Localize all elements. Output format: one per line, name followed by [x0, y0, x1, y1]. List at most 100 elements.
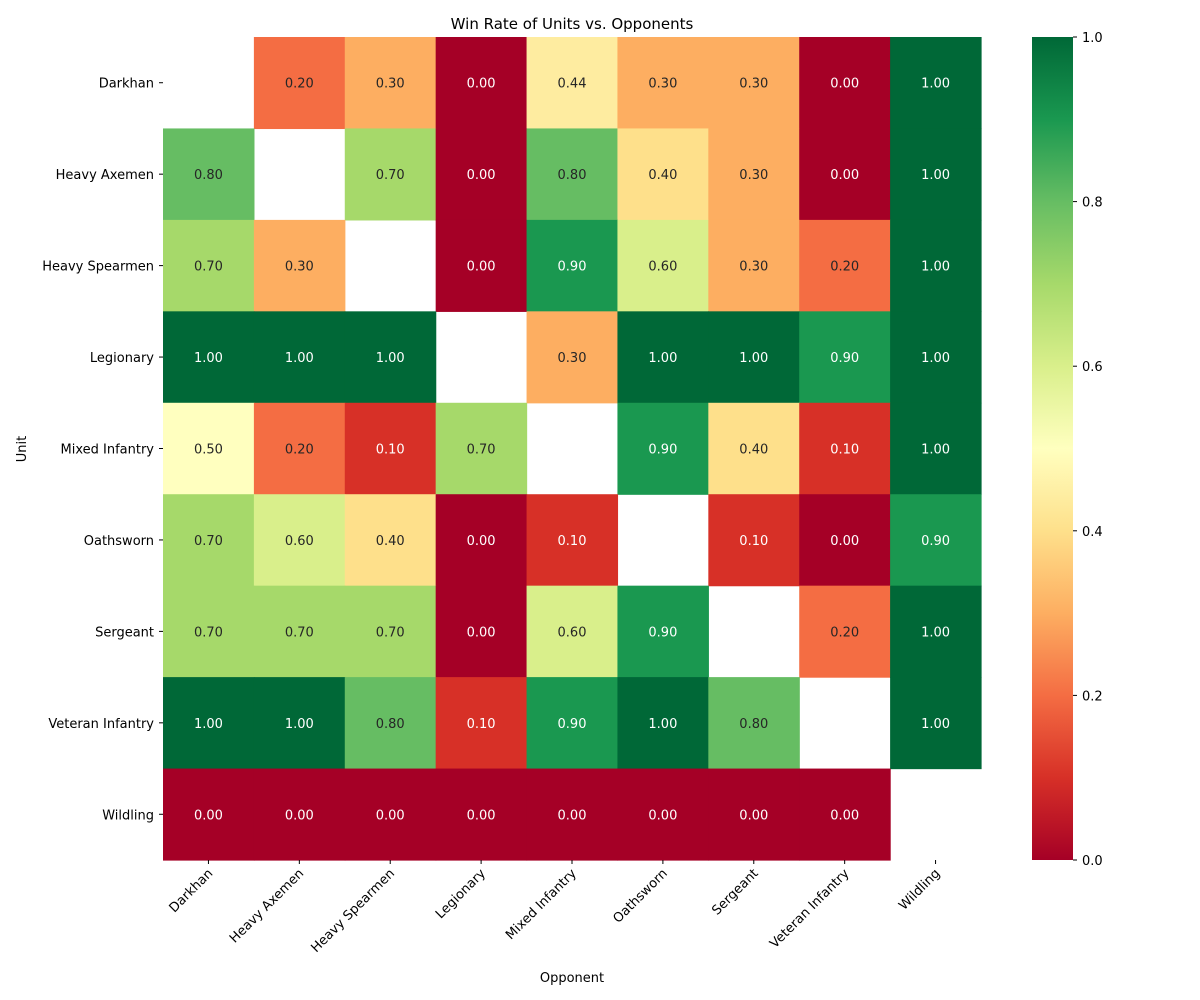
cell-annotation: 0.20 [285, 77, 314, 92]
cell-annotation: 1.00 [285, 717, 314, 732]
heatmap-cell [344, 677, 437, 770]
heatmap-cell [435, 402, 528, 495]
colorbar-tick-label: 0.0 [1082, 854, 1103, 869]
heatmap-cell [799, 494, 891, 587]
cell-annotation: 0.10 [467, 717, 496, 732]
cell-annotation: 0.80 [739, 717, 768, 732]
heatmap-cell [708, 219, 800, 312]
cell-annotation: 0.60 [648, 260, 677, 275]
heatmap-cell [253, 219, 346, 312]
cell-annotation: 0.90 [921, 534, 950, 549]
cell-annotation: 0.20 [830, 625, 859, 640]
cell-annotation: 1.00 [739, 351, 768, 366]
x-tick-label: Heavy Spearmen [308, 866, 398, 956]
x-tick-label: Heavy Axemen [227, 866, 307, 946]
heatmap-cell [890, 585, 982, 678]
heatmap-cell [799, 219, 891, 312]
heatmap-cell [799, 128, 891, 221]
cell-annotation: 1.00 [648, 351, 677, 366]
y-tick-label: Heavy Spearmen [42, 260, 154, 275]
cell-annotation: 0.70 [376, 625, 405, 640]
cell-annotation: 0.90 [648, 625, 677, 640]
y-tick-label: Sergeant [95, 625, 154, 640]
y-tick-label: Veteran Infantry [48, 717, 154, 732]
heatmap-cell [526, 768, 619, 861]
heatmap-cell [617, 311, 709, 404]
heatmap-cell [435, 585, 528, 678]
cell-annotation: 1.00 [921, 351, 950, 366]
heatmap-cell [253, 402, 346, 495]
colorbar-gradient [1032, 37, 1073, 860]
heatmap-cell [163, 219, 255, 312]
heatmap-cell [253, 677, 346, 770]
cell-annotation: 1.00 [921, 625, 950, 640]
heatmap-cells [163, 37, 982, 861]
cell-annotation: 0.40 [648, 168, 677, 183]
heatmap-cell [344, 402, 437, 495]
x-axis-label: Opponent [540, 971, 604, 986]
heatmap-cell [163, 128, 255, 221]
heatmap-cell [526, 585, 619, 678]
cell-annotation: 1.00 [921, 77, 950, 92]
heatmap-cell [617, 37, 709, 130]
cell-annotation: 0.80 [194, 168, 223, 183]
colorbar: 0.0 0.2 0.4 0.6 0.8 1.0 [1032, 31, 1103, 869]
cell-annotation: 0.00 [467, 625, 496, 640]
heatmap-cell [253, 768, 346, 861]
cell-annotation: 0.70 [194, 260, 223, 275]
cell-annotation: 0.30 [648, 77, 677, 92]
heatmap-cell [708, 311, 800, 404]
x-tick-label: Wildling [896, 866, 943, 913]
cell-annotation: 0.00 [467, 808, 496, 823]
heatmap-cell [344, 585, 437, 678]
cell-annotation: 0.10 [739, 534, 768, 549]
cell-annotation: 1.00 [194, 717, 223, 732]
heatmap-cell [344, 128, 437, 221]
heatmap-cell [163, 585, 255, 678]
cell-annotation: 0.30 [285, 260, 314, 275]
cell-annotation: 0.30 [739, 260, 768, 275]
cell-annotation: 0.90 [830, 351, 859, 366]
heatmap-cell [890, 677, 982, 770]
colorbar-tick-label: 0.4 [1082, 525, 1103, 540]
cell-annotation: 0.00 [830, 808, 859, 823]
cell-annotation: 0.00 [558, 808, 587, 823]
heatmap-cell [435, 768, 528, 861]
heatmap-cell [890, 494, 982, 587]
cell-annotation: 0.00 [467, 77, 496, 92]
heatmap-cell [344, 494, 437, 587]
y-tick-label: Mixed Infantry [61, 443, 155, 458]
cell-annotation: 0.70 [285, 625, 314, 640]
heatmap-cell [435, 494, 528, 587]
heatmap-cell [344, 37, 437, 130]
heatmap-cell [799, 768, 891, 861]
x-tick-label: Darkhan [167, 866, 217, 916]
x-tick-label: Oathsworn [610, 866, 670, 926]
heatmap-cell [617, 768, 709, 861]
cell-annotation: 0.60 [558, 625, 587, 640]
heatmap-cell [890, 128, 982, 221]
heatmap-cell [435, 128, 528, 221]
cell-annotation: 1.00 [376, 351, 405, 366]
heatmap-cell [253, 494, 346, 587]
cell-annotation: 0.00 [467, 168, 496, 183]
heatmap-cell [799, 402, 891, 495]
heatmap-cell [890, 311, 982, 404]
cell-annotation: 0.00 [376, 808, 405, 823]
cell-annotation: 1.00 [921, 443, 950, 458]
colorbar-tick-label: 1.0 [1082, 31, 1103, 46]
heatmap-cell [526, 128, 619, 221]
heatmap-cell [253, 37, 346, 130]
x-tick-label: Legionary [433, 866, 489, 922]
cell-annotation: 0.20 [285, 443, 314, 458]
x-tick-label: Sergeant [709, 866, 761, 918]
cell-annotation: 1.00 [285, 351, 314, 366]
heatmap-cell [526, 311, 619, 404]
heatmap-cell [163, 494, 255, 587]
heatmap-cell [435, 677, 528, 770]
cell-annotation: 0.10 [558, 534, 587, 549]
cell-annotation: 0.70 [194, 625, 223, 640]
cell-annotation: 0.00 [194, 808, 223, 823]
heatmap-cell [435, 37, 528, 130]
heatmap-cell [435, 219, 528, 312]
